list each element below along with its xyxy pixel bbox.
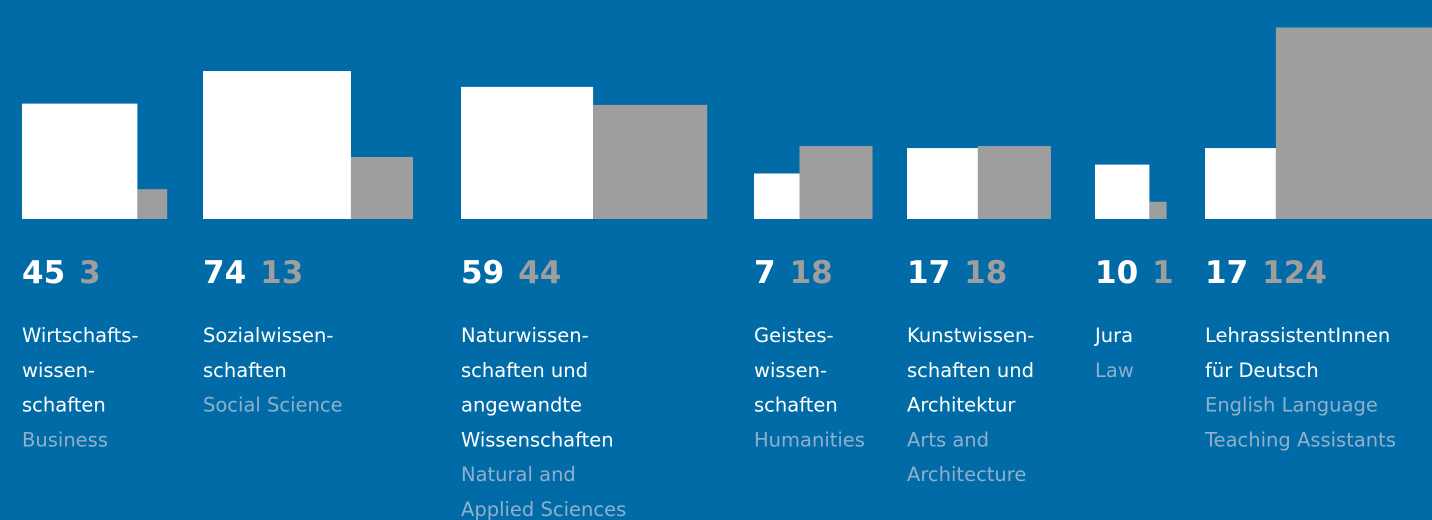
subcategory-label: Architecture [907, 463, 1026, 486]
category-label: Geistes- [754, 324, 834, 347]
square [799, 146, 873, 219]
square [907, 148, 978, 219]
value-label: 17 [1205, 255, 1248, 291]
category-label: angewandte [461, 394, 582, 417]
value-label: 13 [260, 255, 303, 291]
value-label: 18 [790, 255, 833, 291]
value-labels: 7 18 [754, 255, 833, 291]
value-label: 1 [1152, 255, 1174, 291]
value-labels: 17 124 [1205, 255, 1327, 291]
subcategory-label: Applied Sciences [461, 498, 626, 520]
square [137, 189, 168, 219]
subcategory-label: English Language [1205, 394, 1378, 417]
subcategory-label: Arts and [907, 428, 989, 451]
square [1205, 148, 1276, 219]
category-label: wissen- [754, 359, 827, 382]
subcategory-label: Business [22, 428, 108, 451]
square [593, 104, 708, 219]
value-label: 17 [907, 255, 950, 291]
subcategory-label: Humanities [754, 428, 865, 451]
category-label: Jura [1093, 324, 1133, 347]
category-label: Architektur [907, 394, 1016, 417]
square [977, 146, 1051, 219]
value-labels: 10 1 [1095, 255, 1174, 291]
subcategory-label: Social Science [203, 394, 343, 417]
square [1095, 164, 1150, 219]
value-label: 18 [964, 255, 1007, 291]
category-label: Naturwissen- [461, 324, 589, 347]
square [1149, 201, 1167, 219]
value-labels: 59 44 [461, 255, 561, 291]
category-label: schaften und [907, 359, 1034, 382]
square [22, 103, 138, 219]
subcategory-label: Natural and [461, 463, 576, 486]
category-label: für Deutsch [1205, 359, 1319, 382]
value-labels: 74 13 [203, 255, 303, 291]
category-label: Kunstwissen- [907, 324, 1034, 347]
square [754, 173, 800, 219]
category-label: LehrassistentInnen [1205, 324, 1390, 347]
value-label: 45 [22, 255, 65, 291]
square [461, 86, 594, 219]
value-label: 3 [79, 255, 101, 291]
square [1275, 27, 1432, 220]
value-labels: 17 18 [907, 255, 1007, 291]
category-label: schaften [203, 359, 287, 382]
square [350, 156, 413, 219]
value-label: 59 [461, 255, 504, 291]
category-label: schaften und [461, 359, 588, 382]
value-label: 124 [1262, 255, 1327, 291]
category-label: wissen- [22, 359, 95, 382]
subcategory-label: Law [1095, 359, 1134, 382]
category-label: Sozialwissen- [203, 324, 333, 347]
value-label: 74 [203, 255, 246, 291]
category-label: schaften [754, 394, 838, 417]
category-label: Wissenschaften [461, 428, 614, 451]
value-label: 10 [1095, 255, 1138, 291]
value-label: 7 [754, 255, 776, 291]
value-labels: 45 3 [22, 255, 101, 291]
subcategory-label: Teaching Assistants [1204, 428, 1396, 451]
square [203, 71, 351, 219]
value-label: 44 [518, 255, 561, 291]
category-label: Wirtschafts- [22, 324, 139, 347]
category-label: schaften [22, 394, 106, 417]
